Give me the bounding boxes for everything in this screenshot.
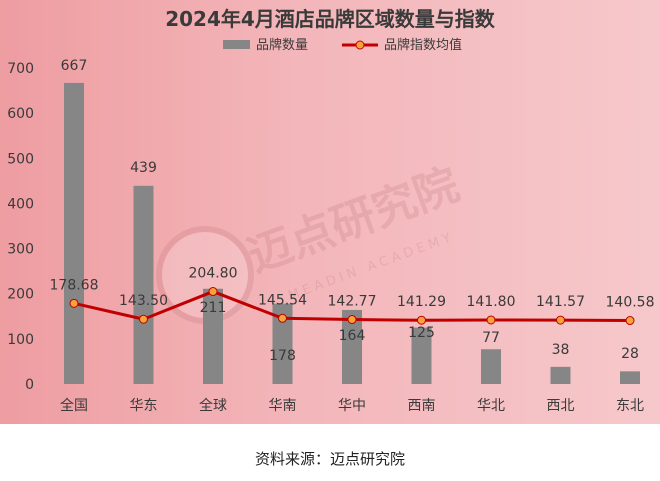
x-tick-label: 东北 [616, 398, 644, 414]
watermark-text: 迈点研究院 [241, 159, 465, 282]
x-tick-label: 西南 [408, 398, 436, 414]
legend-bar-label: 品牌数量 [256, 37, 308, 53]
y-tick-label: 600 [7, 106, 34, 122]
line-data-label: 141.29 [397, 294, 446, 310]
x-tick-label: 西北 [547, 398, 575, 414]
bar-data-label: 125 [408, 325, 435, 341]
x-tick-label: 全球 [199, 397, 227, 414]
y-tick-label: 300 [7, 242, 34, 258]
x-tick-label: 华北 [477, 398, 505, 414]
bar-data-label: 28 [621, 346, 639, 362]
bar-data-label: 178 [269, 348, 296, 364]
bar-data-label: 77 [482, 330, 500, 346]
bar [342, 309, 362, 384]
line-point [486, 315, 496, 325]
y-tick-label: 0 [25, 377, 34, 393]
x-tick-label: 华中 [338, 398, 366, 414]
legend-bar-swatch [223, 40, 250, 49]
bar-series: 667 439 211 178 164 125 77 38 28 [61, 58, 640, 384]
y-tick-label: 700 [7, 61, 34, 77]
x-axis: 全国 华东 全球 华南 华中 西南 华北 西北 东北 [60, 397, 644, 414]
legend-line-marker [355, 40, 365, 50]
chart-title: 2024年4月酒店品牌区域数量与指数 [165, 7, 496, 31]
line-point [625, 316, 635, 326]
line-data-label: 141.80 [467, 294, 516, 310]
x-tick-label: 华东 [130, 398, 158, 414]
line-data-label: 204.80 [189, 266, 238, 282]
bar [272, 303, 293, 384]
line-data-label: 140.58 [606, 295, 655, 311]
bar-data-label: 439 [130, 160, 157, 176]
y-tick-label: 500 [7, 151, 34, 167]
legend-line-label: 品牌指数均值 [384, 37, 462, 53]
bar [550, 366, 571, 384]
bar [620, 371, 640, 384]
bar [203, 288, 223, 384]
line-point [69, 298, 79, 308]
line-point [139, 314, 148, 324]
y-tick-label: 400 [7, 196, 34, 212]
y-tick-label: 100 [7, 332, 34, 348]
x-tick-label: 华南 [269, 398, 297, 414]
line-data-label: 141.57 [536, 294, 585, 310]
line-data-label: 145.54 [258, 292, 307, 308]
bar-data-label: 667 [61, 58, 88, 74]
y-tick-label: 200 [7, 287, 34, 303]
bar-data-label: 38 [552, 342, 570, 358]
bar [133, 185, 154, 384]
bar [411, 327, 432, 384]
legend: 品牌数量 品牌指数均值 [223, 37, 462, 53]
line-point [556, 315, 565, 325]
line-point [347, 315, 357, 325]
line-data-label: 142.77 [328, 294, 377, 310]
line-point [417, 315, 426, 325]
line-point [208, 287, 218, 297]
line-series: 178.68 143.50 204.80 145.54 142.77 141.29 141.… [50, 266, 655, 326]
chart-background [0, 0, 660, 424]
line-data-label: 178.68 [50, 277, 99, 293]
chart: 迈点研究院 MEADIN ACADEMY 2024年4月酒店品牌区域数量与指数 … [7, 7, 655, 414]
source-note: 资料来源：迈点研究院 [254, 450, 405, 468]
bar [64, 82, 84, 384]
y-axis: 0 100 200 300 400 500 600 700 [7, 61, 34, 393]
bar-data-label: 164 [339, 328, 366, 344]
line-data-label: 143.50 [119, 293, 168, 309]
bar [481, 349, 501, 384]
bar-data-label: 211 [200, 300, 227, 316]
x-tick-label: 全国 [60, 397, 88, 414]
line-point [278, 313, 287, 323]
